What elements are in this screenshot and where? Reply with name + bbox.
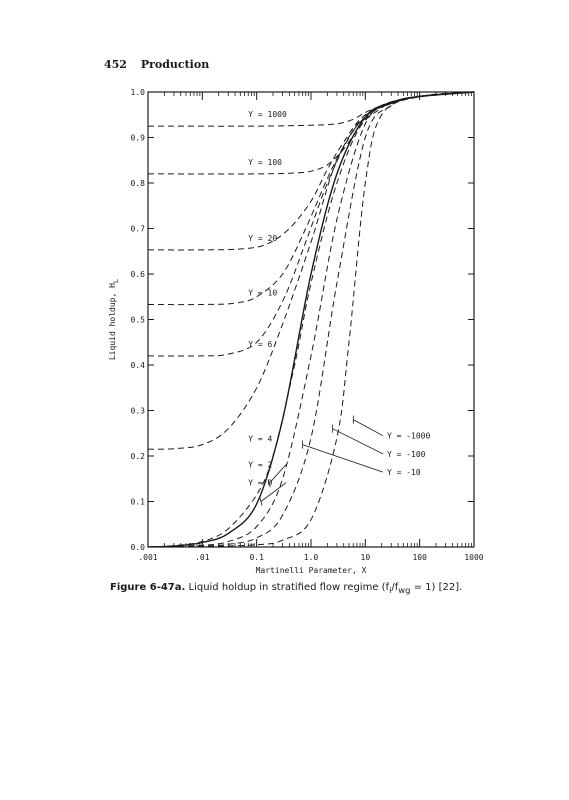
running-title: Production: [140, 58, 210, 71]
series-line-8: [148, 91, 474, 547]
curve-label-10: Y = -1000: [387, 432, 431, 441]
curve-label-1: Y = 100: [248, 158, 282, 167]
x-axis-label: Martinelli Parameter, X: [256, 566, 367, 575]
y-tick-label: 0.4: [131, 361, 146, 370]
figure-caption: Figure 6-47a. Liquid holdup in stratifie…: [110, 582, 530, 595]
y-tick-label: 0.5: [131, 316, 146, 325]
x-tick-label: 100: [412, 553, 427, 562]
leader-line-9: [332, 428, 384, 455]
x-tick-label: 0.1: [249, 553, 264, 562]
y-tick-label: 0.7: [131, 225, 146, 234]
caption-sub2: wg: [398, 585, 411, 595]
series-line-10: [148, 91, 474, 547]
figure-number: Figure 6-47a.: [110, 582, 186, 593]
caption-text-before: Liquid holdup in stratified flow regime …: [185, 582, 390, 593]
series-line-6: [148, 91, 474, 547]
leader-line-7: [260, 482, 287, 502]
leader-tick-7: [259, 497, 263, 506]
curve-label-3: Y = 10: [248, 288, 277, 297]
series-line-4: [148, 91, 474, 357]
leader-tick-6: [267, 479, 271, 488]
y-tick-label: 0.6: [131, 270, 146, 279]
series-line-7: [148, 91, 474, 547]
y-tick-label: 0.3: [131, 407, 146, 416]
x-tick-label: 1.0: [304, 553, 319, 562]
y-tick-label: 0.8: [131, 179, 146, 188]
leader-line-10: [353, 419, 384, 437]
curve-label-6: Y = 2: [248, 460, 272, 469]
y-tick-label: 0.9: [131, 134, 146, 143]
curve-label-0: Y = 1000: [248, 110, 287, 119]
curve-label-7: Y = 0: [248, 479, 272, 488]
y-tick-label: 0.2: [131, 452, 146, 461]
y-tick-label: 0.1: [131, 498, 146, 507]
page-header: 452 Production: [104, 58, 209, 71]
caption-text-after: = 1) [22].: [410, 582, 463, 593]
curve-label-5: Y = 4: [248, 434, 272, 443]
series-line-3: [148, 91, 474, 306]
y-axis-label: Liquid holdup, HL: [108, 279, 120, 360]
curve-label-9: Y = -100: [387, 450, 426, 459]
page-number: 452: [104, 58, 127, 71]
x-tick-label: .01: [195, 553, 210, 562]
leader-line-6: [268, 464, 287, 484]
leader-line-8: [302, 444, 384, 473]
series-line-5: [148, 91, 474, 450]
caption-sub1: i: [389, 585, 392, 595]
plot-frame: [147, 91, 475, 548]
series-line-2: [148, 91, 474, 251]
y-tick-label: 1.0: [131, 88, 146, 97]
caption-mid: /f: [391, 582, 399, 593]
y-tick-label: 0.0: [131, 543, 146, 552]
x-tick-label: 10: [361, 553, 371, 562]
curve-label-2: Y = 20: [248, 234, 277, 243]
x-tick-label: 1000: [464, 553, 483, 562]
x-tick-label: .001: [138, 553, 157, 562]
curve-label-4: Y = 6: [248, 340, 272, 349]
curve-label-8: Y = -10: [387, 468, 421, 477]
series-line-9: [148, 91, 474, 547]
y-axis-label-sub: L: [112, 279, 120, 283]
series-line-1: [148, 91, 474, 175]
